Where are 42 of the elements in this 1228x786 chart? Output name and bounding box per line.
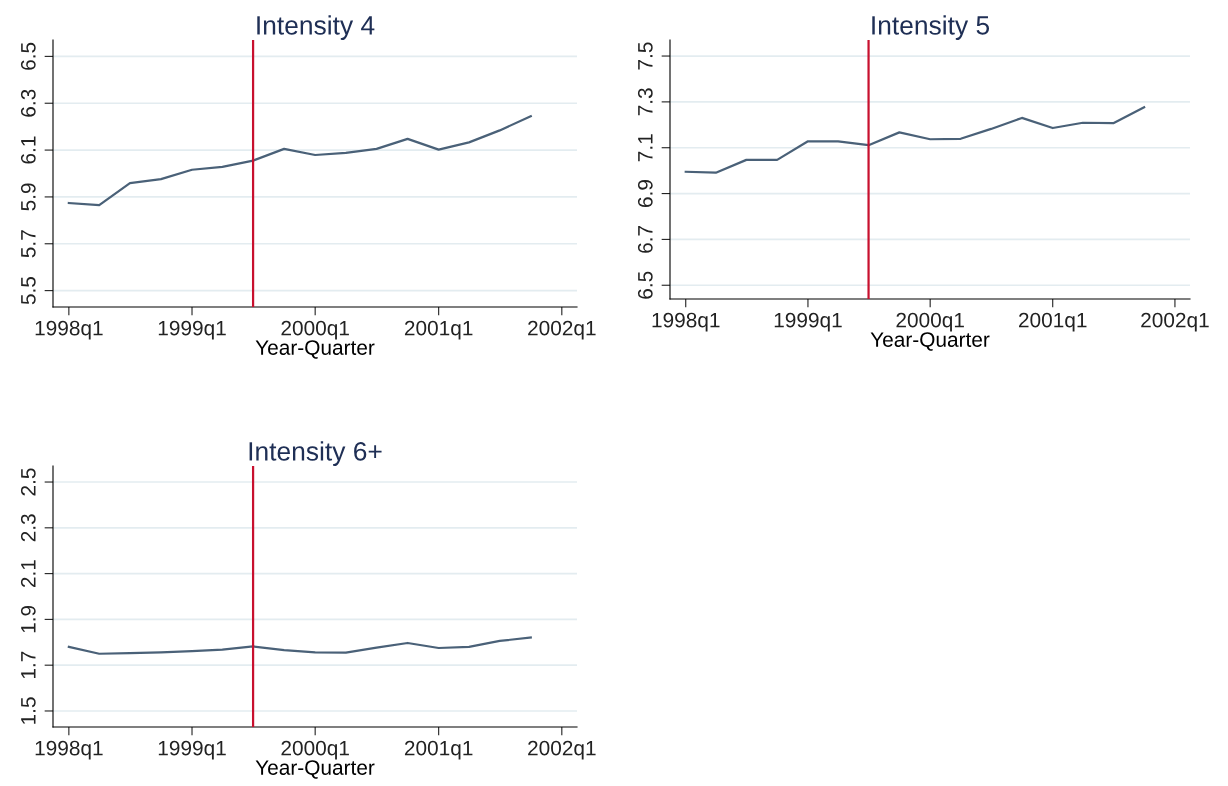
y-tick-label: 6.9 [637, 180, 653, 207]
y-tick-label: 6.5 [637, 271, 653, 299]
y-tick-label: 2.5 [20, 468, 36, 496]
x-tick-label: 2000q1 [281, 740, 349, 760]
x-tick-label: 2002q1 [528, 320, 596, 340]
x-tick-label: 1998q1 [35, 740, 103, 760]
x-tick-label: 1999q1 [774, 312, 842, 332]
y-tick-label: 6.1 [20, 136, 36, 164]
x-tick-label: 1999q1 [158, 740, 226, 760]
y-tick-label: 6.5 [20, 42, 36, 70]
y-tick-label: 5.9 [20, 183, 36, 211]
chart-title: Intensity 6+ [249, 441, 382, 466]
x-axis-title: Year-Quarter [870, 332, 990, 351]
y-tick-label: 1.5 [21, 697, 36, 724]
chart-title: Intensity 5 [872, 15, 990, 40]
x-tick-label: 2002q1 [528, 740, 596, 760]
y-tick-label: 5.7 [21, 230, 36, 258]
y-tick-label: 2.1 [20, 560, 36, 588]
line-series [67, 636, 532, 655]
line-series [67, 115, 532, 207]
x-axis-title: Year-Quarter [255, 760, 375, 779]
y-tick-label: 6.7 [637, 225, 653, 253]
x-tick-label: 1999q1 [158, 320, 226, 340]
x-tick-label: 1998q1 [35, 320, 103, 340]
y-tick-label: 1.7 [21, 651, 36, 679]
x-tick-label: 2000q1 [281, 320, 349, 340]
y-tick-label: 7.3 [637, 88, 653, 116]
y-tick-label: 7.1 [638, 134, 653, 162]
x-tick-label: 2000q1 [896, 312, 964, 332]
x-tick-label: 2002q1 [1141, 312, 1209, 332]
y-tick-label: 1.9 [20, 605, 36, 633]
x-axis-title: Year-Quarter [255, 340, 375, 359]
line-series [684, 106, 1146, 174]
x-tick-label: 2001q1 [1019, 312, 1087, 332]
y-tick-label: 7.5 [638, 42, 653, 70]
y-tick-label: 2.3 [20, 514, 36, 542]
chart-title: Intensity 4 [257, 15, 375, 40]
x-tick-label: 2001q1 [404, 740, 473, 760]
x-tick-label: 1998q1 [652, 312, 720, 332]
y-tick-label: 6.3 [20, 89, 36, 117]
x-tick-label: 2001q1 [404, 320, 473, 340]
y-tick-label: 5.5 [21, 277, 36, 305]
